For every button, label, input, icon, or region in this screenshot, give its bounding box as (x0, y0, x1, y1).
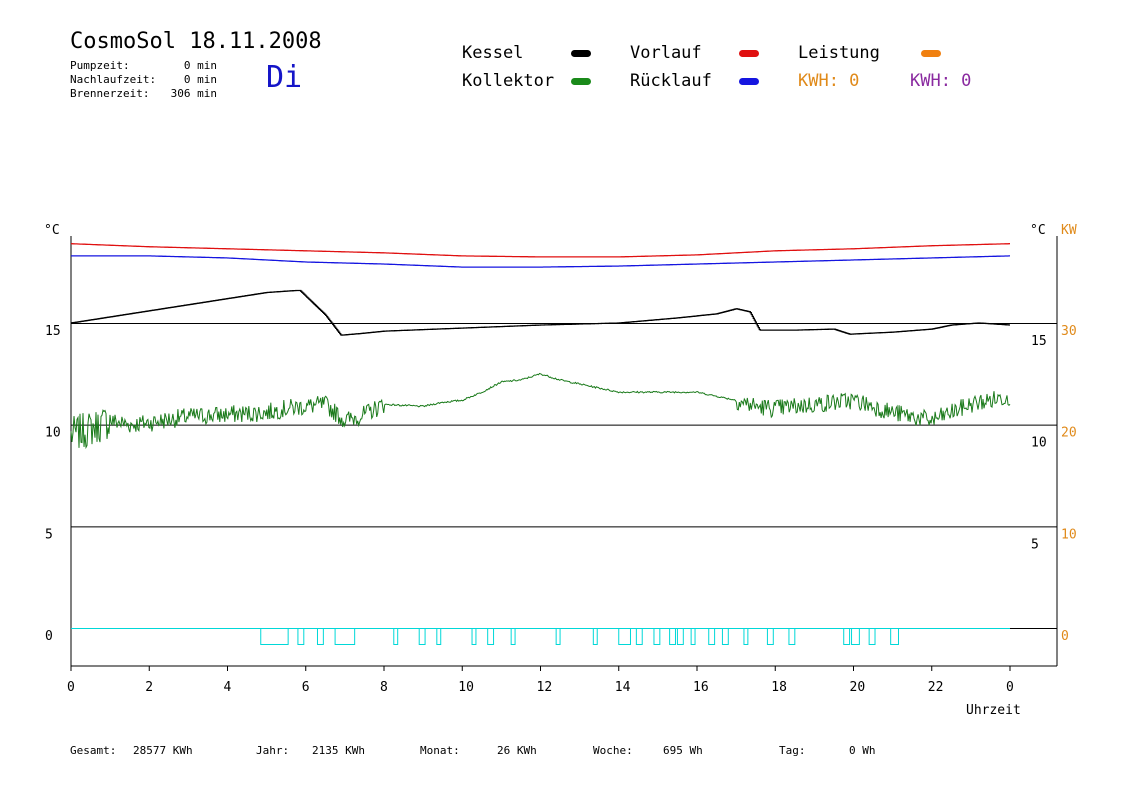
pump-interval (708, 628, 716, 645)
stat-pumpzeit-label: Pumpzeit: (70, 59, 130, 72)
y-axis-label-left: °C (44, 223, 60, 238)
legend-kessel-label: Kessel (462, 43, 524, 63)
footer-woche-label: Woche: (593, 744, 633, 757)
weekday-label: Di (266, 60, 303, 95)
pump-interval (690, 628, 696, 645)
legend-leistung-swatch (921, 50, 941, 57)
y-tick-label-kw: 0 (1061, 629, 1069, 644)
pump-interval (890, 628, 899, 645)
x-tick-label: 0 (1006, 680, 1014, 695)
y-tick-label-left: 5 (45, 527, 53, 542)
pump-interval (653, 628, 661, 645)
stat-nachlaufzeit-value: 0 min (183, 73, 217, 86)
footer-monat-label: Monat: (420, 744, 460, 757)
legend-ruecklauf-swatch (739, 78, 759, 85)
legend-ruecklauf-label: Rücklauf (630, 71, 712, 91)
y-tick-label-right: 15 (1031, 334, 1047, 349)
footer-jahr-value: 2135 KWh (312, 744, 365, 757)
y-axis-label-kw: KW (1061, 223, 1077, 238)
series-line-vorlauf (71, 243, 1010, 258)
pump-interval (743, 628, 749, 645)
x-tick-label: 14 (615, 680, 631, 695)
pump-interval (334, 628, 356, 645)
pump-interval (843, 628, 851, 645)
pump-interval (766, 628, 774, 645)
x-tick-label: 16 (693, 680, 709, 695)
y-tick-label-kw: 20 (1061, 426, 1077, 441)
pump-interval (721, 628, 729, 645)
pump-interval (297, 628, 305, 645)
stat-brennerzeit-value: 306 min (170, 87, 217, 100)
pump-interval (418, 628, 426, 645)
y-tick-label-kw: 30 (1061, 324, 1077, 339)
pump-interval (618, 628, 631, 645)
footer-gesamt-value: 28577 KWh (133, 744, 193, 757)
pump-interval (393, 628, 399, 645)
kwh-purple-readout: KWH: 0 (910, 71, 972, 91)
legend-kollektor-swatch (571, 78, 591, 85)
pump-interval (676, 628, 684, 645)
y-axis-label-right: °C (1030, 223, 1046, 238)
stat-brennerzeit-label: Brennerzeit: (70, 87, 150, 100)
footer-monat-value: 26 KWh (497, 744, 537, 757)
pump-interval (868, 628, 876, 645)
pump-interval (592, 628, 598, 645)
legend-kessel-swatch (571, 50, 591, 57)
pump-interval (669, 628, 676, 645)
legend-vorlauf-label: Vorlauf (630, 43, 702, 63)
footer-woche-value: 695 Wh (663, 744, 703, 757)
series-line-kollektor (70, 372, 1011, 450)
stat-pumpzeit-value: 0 min (183, 59, 217, 72)
pump-interval (471, 628, 477, 645)
legend-kollektor-label: Kollektor (462, 71, 555, 91)
x-tick-label: 12 (537, 680, 553, 695)
pump-interval (555, 628, 561, 645)
pump-interval (436, 628, 442, 645)
x-tick-label: 2 (145, 680, 153, 695)
pump-interval (260, 628, 289, 645)
pump-interval (510, 628, 516, 645)
footer-gesamt-label: Gesamt: (70, 744, 117, 757)
footer-jahr-label: Jahr: (256, 744, 290, 757)
y-tick-label-left: 0 (45, 629, 53, 644)
chart-title: CosmoSol 18.11.2008 (70, 29, 322, 54)
kwh-orange-readout: KWH: 0 (798, 71, 860, 91)
footer-tag-label: Tag: (779, 744, 806, 757)
x-tick-label: 8 (380, 680, 388, 695)
x-tick-label: 22 (928, 680, 944, 695)
x-axis-label: Uhrzeit (966, 703, 1021, 718)
legend-vorlauf-swatch (739, 50, 759, 57)
series-line-kessel (71, 289, 1010, 336)
pump-interval (788, 628, 796, 645)
y-tick-label-kw: 10 (1061, 527, 1077, 542)
pump-interval (635, 628, 643, 645)
x-tick-label: 6 (302, 680, 310, 695)
x-tick-label: 4 (224, 680, 232, 695)
legend-leistung-label: Leistung (798, 43, 880, 63)
footer-tag-value: 0 Wh (849, 744, 876, 757)
y-tick-label-left: 10 (45, 426, 61, 441)
y-tick-label-right: 5 (1031, 537, 1039, 552)
pump-interval (487, 628, 495, 645)
y-tick-label-right: 10 (1031, 436, 1047, 451)
x-tick-label: 0 (67, 680, 75, 695)
x-tick-label: 20 (850, 680, 866, 695)
x-tick-label: 18 (771, 680, 787, 695)
pump-interval (851, 628, 860, 645)
stat-nachlaufzeit-label: Nachlaufzeit: (70, 73, 157, 86)
pump-interval (316, 628, 324, 645)
series-line-rücklauf (71, 255, 1010, 268)
y-tick-label-left: 15 (45, 324, 61, 339)
x-tick-label: 10 (458, 680, 474, 695)
